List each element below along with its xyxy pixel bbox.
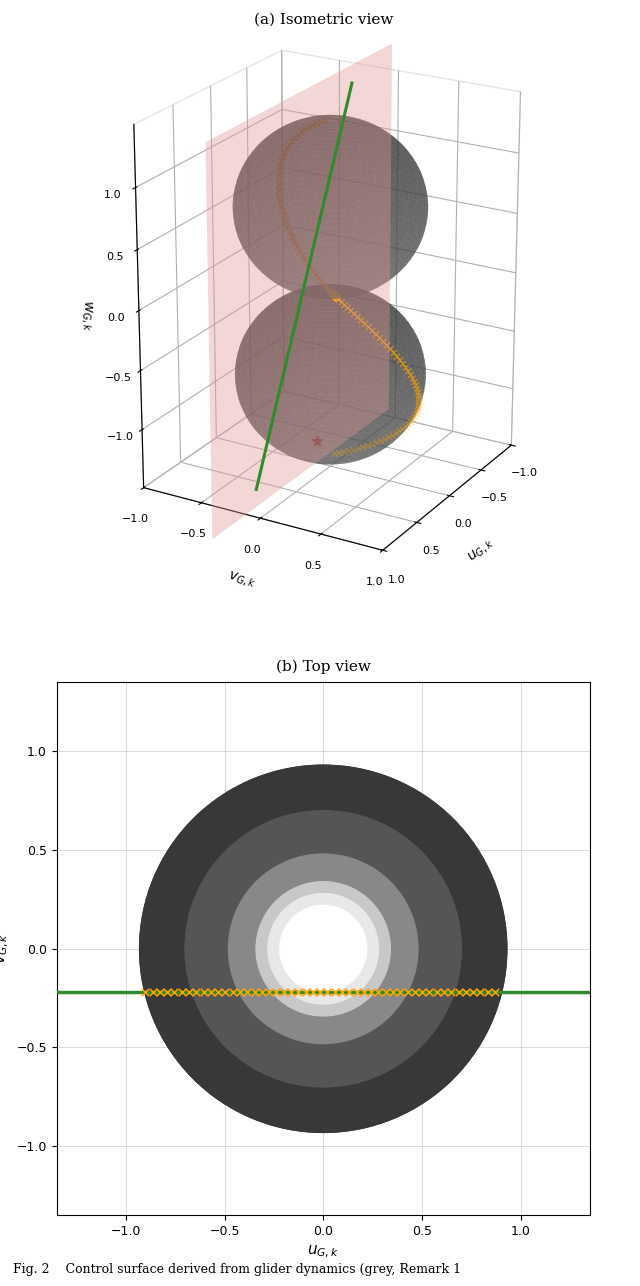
Point bbox=[468, 983, 478, 1003]
Point bbox=[147, 983, 157, 1003]
Circle shape bbox=[140, 765, 507, 1133]
Title: (a) Isometric view: (a) Isometric view bbox=[253, 13, 393, 27]
Circle shape bbox=[221, 846, 426, 1052]
Circle shape bbox=[205, 831, 442, 1067]
Point bbox=[476, 983, 486, 1003]
Circle shape bbox=[140, 765, 507, 1133]
Circle shape bbox=[185, 810, 461, 1087]
Circle shape bbox=[228, 854, 418, 1043]
Circle shape bbox=[256, 882, 390, 1016]
Point bbox=[177, 983, 187, 1003]
Point bbox=[410, 983, 420, 1003]
Circle shape bbox=[228, 854, 418, 1043]
Y-axis label: $v_{G,k}$: $v_{G,k}$ bbox=[225, 570, 257, 592]
Point bbox=[431, 983, 442, 1003]
Point bbox=[162, 983, 172, 1003]
Point bbox=[170, 983, 180, 1003]
Point bbox=[396, 983, 406, 1003]
Point bbox=[490, 983, 500, 1003]
Point bbox=[191, 983, 202, 1003]
Point bbox=[315, 983, 325, 1003]
Circle shape bbox=[185, 810, 461, 1087]
Point bbox=[454, 983, 464, 1003]
Point bbox=[228, 983, 238, 1003]
Circle shape bbox=[212, 838, 434, 1060]
Point bbox=[351, 983, 362, 1003]
Point bbox=[293, 983, 303, 1003]
Circle shape bbox=[209, 835, 438, 1064]
Circle shape bbox=[189, 814, 458, 1083]
Circle shape bbox=[225, 850, 422, 1048]
Circle shape bbox=[216, 842, 430, 1056]
Point bbox=[235, 983, 245, 1003]
Point bbox=[286, 983, 296, 1003]
Point bbox=[271, 983, 282, 1003]
Point bbox=[257, 983, 267, 1003]
Circle shape bbox=[268, 894, 378, 1004]
Point bbox=[366, 983, 376, 1003]
Circle shape bbox=[197, 823, 449, 1075]
Point bbox=[300, 983, 310, 1003]
Point bbox=[424, 983, 435, 1003]
Point bbox=[373, 983, 383, 1003]
Y-axis label: $v_{G,k}$: $v_{G,k}$ bbox=[0, 934, 11, 964]
Point bbox=[184, 983, 194, 1003]
Circle shape bbox=[185, 810, 461, 1087]
Point bbox=[155, 983, 165, 1003]
Point bbox=[140, 983, 150, 1003]
Point bbox=[330, 983, 340, 1003]
Circle shape bbox=[193, 818, 454, 1079]
Point bbox=[323, 983, 333, 1003]
Point bbox=[403, 983, 413, 1003]
Circle shape bbox=[280, 905, 367, 993]
Point bbox=[213, 983, 223, 1003]
Point bbox=[278, 983, 289, 1003]
Point bbox=[359, 983, 369, 1003]
Point bbox=[417, 983, 428, 1003]
X-axis label: $u_{G,k}$: $u_{G,k}$ bbox=[465, 536, 498, 566]
Point bbox=[461, 983, 471, 1003]
Text: Fig. 2    Control surface derived from glider dynamics (grey, Remark 1: Fig. 2 Control surface derived from glid… bbox=[13, 1263, 461, 1276]
Point bbox=[220, 983, 230, 1003]
Title: (b) Top view: (b) Top view bbox=[276, 660, 371, 674]
Point bbox=[337, 983, 347, 1003]
Point bbox=[205, 983, 216, 1003]
Point bbox=[439, 983, 449, 1003]
Point bbox=[446, 983, 456, 1003]
Circle shape bbox=[201, 827, 445, 1071]
Point bbox=[250, 983, 260, 1003]
Point bbox=[388, 983, 398, 1003]
Point bbox=[242, 983, 252, 1003]
Point bbox=[483, 983, 493, 1003]
Circle shape bbox=[268, 894, 378, 1004]
Point bbox=[308, 983, 318, 1003]
Circle shape bbox=[228, 854, 418, 1043]
Point bbox=[344, 983, 355, 1003]
X-axis label: $u_{G,k}$: $u_{G,k}$ bbox=[307, 1244, 339, 1260]
Point bbox=[198, 983, 209, 1003]
Circle shape bbox=[256, 882, 390, 1016]
Point bbox=[264, 983, 275, 1003]
Circle shape bbox=[280, 905, 367, 993]
Point bbox=[381, 983, 391, 1003]
